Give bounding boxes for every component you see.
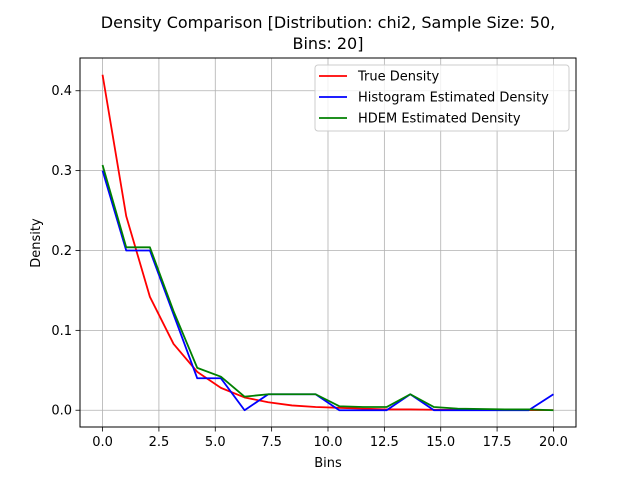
x-tick-label-0-0: 0.0 (92, 435, 113, 450)
legend-box (314, 64, 570, 132)
legend-label-hdem: HDEM Estimated Density (358, 112, 521, 127)
legend-label-histogram: Histogram Estimated Density (358, 91, 549, 106)
x-axis-ticks: 0.0 2.5 5.0 7.5 10.0 12.5 15.0 17.5 20.0 (92, 427, 568, 450)
x-tick-label-20-0: 20.0 (539, 435, 568, 450)
y-tick-label-0-4: 0.4 (51, 84, 72, 99)
y-tick-label-0-1: 0.1 (51, 324, 72, 339)
x-axis-label: Bins (314, 456, 342, 471)
y-axis-ticks: 0.0 0.1 0.2 0.3 0.4 (51, 84, 80, 419)
chart-title-line-2: Bins: 20] (293, 34, 364, 53)
x-tick-label-17-5: 17.5 (483, 435, 512, 450)
x-tick-label-5-0: 5.0 (205, 435, 226, 450)
series-lines (101, 74, 554, 412)
y-tick-label-0-2: 0.2 (51, 244, 72, 259)
legend: True Density Histogram Estimated Density… (314, 64, 570, 132)
y-tick-label-0-3: 0.3 (51, 164, 72, 179)
legend-label-true-density: True Density (357, 70, 439, 85)
x-tick-label-7-5: 7.5 (261, 435, 282, 450)
series-line-histogram-estimated-density (101, 170, 554, 412)
x-tick-label-2-5: 2.5 (149, 435, 170, 450)
y-tick-label-0-0: 0.0 (51, 404, 72, 419)
x-tick-label-10-0: 10.0 (314, 435, 343, 450)
chart-title-line-1: Density Comparison [Distribution: chi2, … (101, 13, 555, 32)
series-line-hdem-estimated-density (101, 164, 554, 412)
y-axis-label: Density (29, 218, 44, 268)
x-tick-label-12-5: 12.5 (370, 435, 399, 450)
x-tick-label-15-0: 15.0 (426, 435, 455, 450)
